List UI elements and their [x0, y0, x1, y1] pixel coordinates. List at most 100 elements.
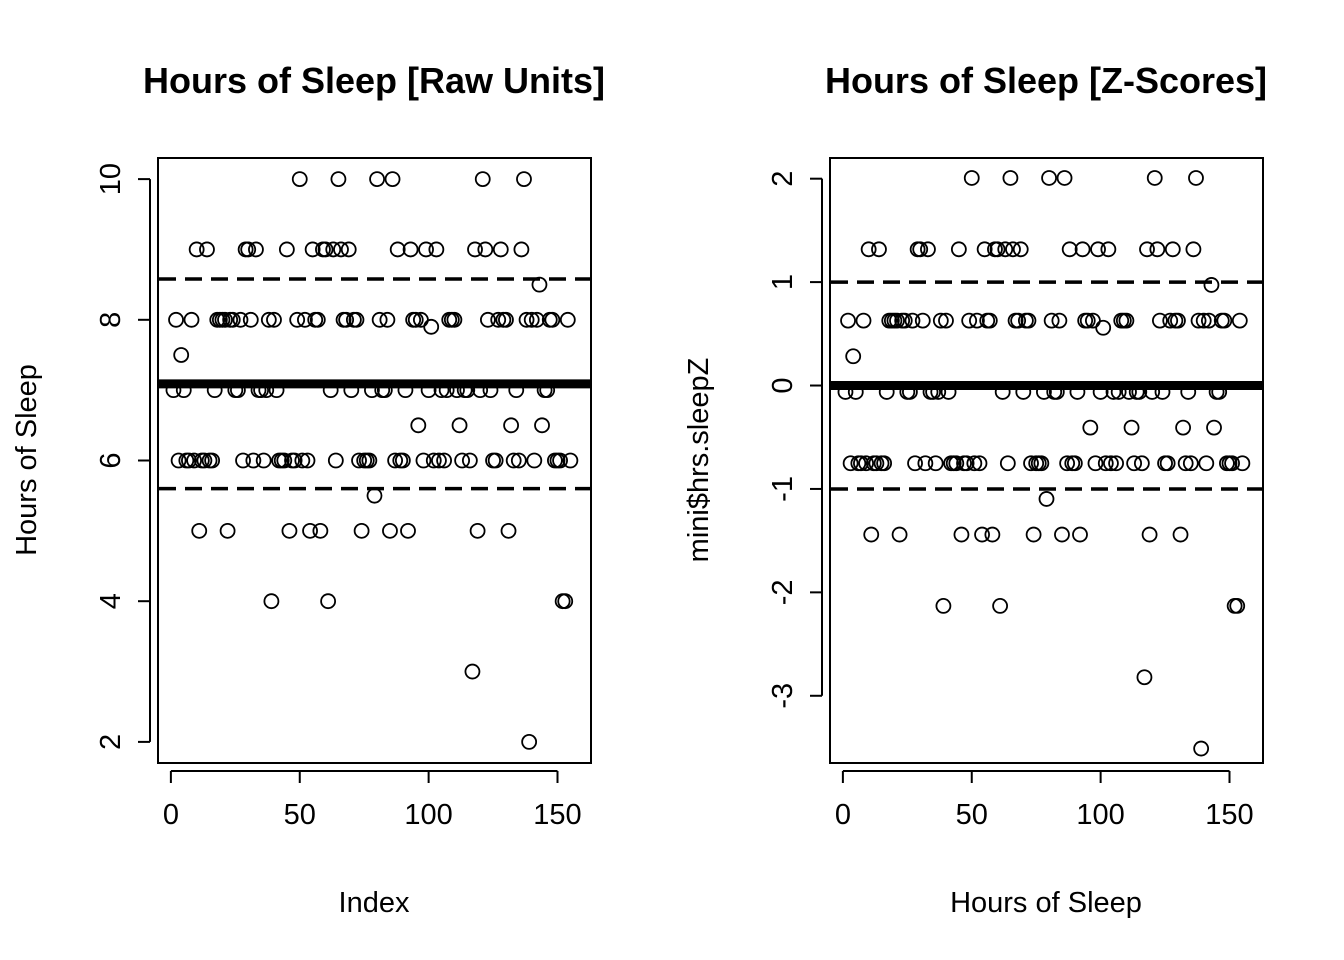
- data-point: [376, 382, 393, 399]
- data-point: [868, 455, 885, 472]
- data-point: [235, 452, 251, 469]
- data-point: [863, 526, 880, 543]
- data-point: [330, 171, 347, 188]
- data-point: [997, 241, 1014, 258]
- data-point: [224, 311, 241, 328]
- data-point: [847, 384, 864, 400]
- data-point: [1162, 312, 1179, 329]
- data-point: [199, 241, 215, 258]
- data-point: [371, 311, 388, 328]
- data-point: [1193, 740, 1210, 757]
- data-point: [451, 417, 468, 434]
- data-point: [1177, 455, 1194, 472]
- data-point: [513, 241, 530, 258]
- data-point: [1023, 455, 1039, 472]
- data-point: [1092, 384, 1109, 400]
- data-point: [503, 417, 520, 434]
- data-point: [518, 311, 535, 328]
- y-tick-label: 4: [95, 593, 127, 609]
- data-point: [1206, 419, 1222, 436]
- data-point: [286, 452, 303, 469]
- data-point: [1180, 384, 1197, 400]
- data-point: [1131, 384, 1148, 400]
- data-point: [539, 382, 556, 399]
- data-point: [1105, 384, 1122, 400]
- data-point: [932, 312, 949, 329]
- data-point: [974, 526, 990, 543]
- data-point: [266, 311, 282, 328]
- data-point: [562, 452, 579, 469]
- data-point: [999, 455, 1016, 472]
- x-tick-label: 100: [404, 799, 452, 831]
- data-point: [428, 241, 445, 258]
- data-point: [1200, 312, 1217, 329]
- data-point: [1072, 526, 1088, 543]
- data-point: [523, 311, 540, 328]
- y-tick-label: -3: [767, 683, 799, 709]
- data-point: [299, 452, 316, 469]
- data-point: [482, 382, 499, 399]
- y-axis-label: mini$hrs.sleepZ: [683, 358, 715, 563]
- data-point: [1146, 170, 1163, 186]
- data-point: [966, 455, 983, 472]
- data-point: [516, 171, 532, 188]
- x-tick-label: 150: [1205, 799, 1253, 831]
- data-point: [950, 241, 967, 258]
- data-point: [871, 241, 887, 258]
- data-point: [423, 318, 440, 335]
- data-point: [878, 384, 895, 400]
- data-point: [1038, 491, 1055, 507]
- data-point: [891, 526, 908, 543]
- data-point: [925, 384, 941, 400]
- data-point: [927, 455, 944, 472]
- data-point: [361, 452, 378, 469]
- data-point: [1144, 384, 1161, 400]
- data-point: [1103, 455, 1119, 472]
- data-point: [1149, 241, 1166, 258]
- data-point: [559, 311, 576, 328]
- data-point: [387, 452, 404, 469]
- x-tick-label: 150: [533, 799, 581, 831]
- data-point: [353, 522, 370, 539]
- data-point: [340, 241, 357, 258]
- data-point: [418, 241, 434, 258]
- data-point: [989, 241, 1006, 258]
- data-point: [948, 455, 965, 472]
- data-point: [317, 241, 334, 258]
- data-point: [1188, 170, 1204, 186]
- data-point: [1229, 598, 1246, 614]
- data-point: [1059, 455, 1076, 472]
- data-point: [312, 522, 329, 539]
- data-point: [528, 311, 545, 328]
- data-point: [1051, 312, 1068, 329]
- data-point: [912, 241, 929, 258]
- data-point: [971, 455, 988, 472]
- data-point: [1133, 455, 1150, 472]
- data-point: [1198, 455, 1215, 472]
- y-tick-label: 1: [767, 274, 799, 290]
- data-point: [183, 311, 200, 328]
- data-point: [472, 382, 489, 399]
- data-point: [297, 311, 313, 328]
- data-point: [1175, 419, 1192, 436]
- data-point: [487, 452, 504, 469]
- data-point: [907, 455, 923, 472]
- data-point: [170, 452, 187, 469]
- data-point: [461, 452, 478, 469]
- data-point: [454, 452, 471, 469]
- data-point: [232, 311, 249, 328]
- data-point: [1170, 312, 1186, 329]
- data-point: [1121, 384, 1137, 400]
- x-tick-label: 0: [163, 799, 179, 831]
- data-point: [1061, 241, 1078, 258]
- data-point: [914, 312, 931, 329]
- data-point: [904, 312, 921, 329]
- data-point: [1087, 455, 1104, 472]
- data-point: [245, 452, 262, 469]
- chart-title: Hours of Sleep [Z-Scores]: [825, 60, 1267, 101]
- data-point: [853, 455, 869, 472]
- data-point: [276, 452, 293, 469]
- data-point: [446, 311, 463, 328]
- data-point: [860, 241, 877, 258]
- data-point: [840, 312, 856, 329]
